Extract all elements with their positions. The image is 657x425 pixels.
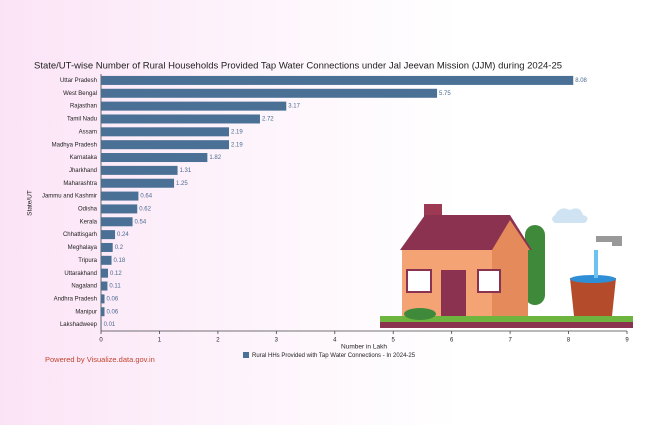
y-axis-label: State/UT (27, 190, 34, 216)
y-tick-label: Nagaland (71, 284, 97, 290)
x-tick-label: 5 (392, 338, 396, 344)
data-label: 0.24 (117, 232, 129, 238)
y-tick-label: Manipur (75, 309, 97, 315)
bar (101, 320, 102, 330)
data-label: 0.01 (104, 322, 116, 328)
bar (101, 178, 175, 188)
bar (101, 255, 112, 265)
x-tick-label: 0 (99, 338, 103, 344)
data-label: 0.62 (139, 207, 151, 213)
legend-swatch (243, 352, 249, 358)
x-tick-label: 7 (508, 338, 512, 344)
y-tick-label: Odisha (78, 207, 98, 213)
bar (101, 268, 109, 278)
y-tick-label: Rajasthan (70, 104, 97, 110)
legend-label: Rural HHs Provided with Tap Water Connec… (252, 353, 416, 359)
y-tick-label: Lakshadweep (60, 322, 98, 328)
data-label: 0.11 (109, 284, 121, 290)
y-tick-label: Meghalaya (68, 245, 98, 251)
bar (101, 242, 113, 252)
y-tick-label: Uttarakhand (64, 271, 97, 277)
x-axis-label: Number in Lakh (341, 344, 387, 351)
bar (101, 127, 229, 137)
y-tick-label: Jammu and Kashmir (42, 194, 97, 200)
y-tick-label: Karnataka (70, 155, 98, 161)
data-label: 0.54 (135, 219, 147, 225)
x-tick-label: 4 (333, 338, 337, 344)
y-tick-label: Kerala (80, 219, 98, 225)
bar (101, 191, 139, 201)
bar (101, 88, 438, 98)
data-label: 1.82 (209, 155, 221, 161)
x-tick-label: 6 (450, 338, 454, 344)
house-illustration (380, 204, 633, 328)
bar (101, 230, 116, 240)
x-tick-label: 9 (625, 338, 629, 344)
data-label: 0.12 (110, 271, 122, 277)
bar (101, 204, 138, 214)
y-tick-label: Chhattisgarh (63, 232, 97, 238)
chart-title: State/UT-wise Number of Rural Households… (34, 61, 562, 72)
y-tick-label: Madhya Pradesh (52, 142, 97, 148)
bar (101, 307, 105, 317)
data-label: 1.25 (176, 181, 188, 187)
y-tick-label: Jharkhand (69, 168, 97, 174)
y-tick-label: Maharashtra (63, 181, 97, 187)
bar (101, 217, 133, 227)
data-label: 1.31 (180, 168, 192, 174)
y-tick-label: West Bengal (63, 91, 97, 97)
bar (101, 75, 574, 85)
data-label: 2.19 (231, 129, 243, 135)
data-label: 3.17 (288, 104, 300, 110)
data-label: 2.72 (262, 117, 274, 123)
x-tick-label: 3 (275, 338, 279, 344)
bar (101, 140, 229, 150)
data-label: 0.06 (107, 309, 119, 315)
data-label: 0.18 (114, 258, 126, 264)
y-tick-label: Assam (79, 129, 97, 135)
x-tick-label: 8 (567, 338, 571, 344)
bar (101, 294, 105, 304)
data-label: 8.08 (575, 78, 587, 84)
bar (101, 153, 208, 163)
data-label: 0.64 (140, 194, 152, 200)
x-tick-label: 1 (158, 338, 162, 344)
bar (101, 165, 178, 175)
data-label: 5.75 (439, 91, 451, 97)
bar (101, 281, 108, 291)
y-tick-label: Andhra Pradesh (54, 296, 97, 302)
y-tick-label: Tamil Nadu (67, 117, 97, 123)
data-label: 0.2 (115, 245, 124, 251)
source: Powered by Visualize.data.gov.in (45, 355, 155, 364)
y-tick-label: Tripura (78, 258, 97, 264)
bar (101, 101, 287, 111)
x-tick-label: 2 (216, 338, 220, 344)
data-label: 0.06 (107, 296, 119, 302)
bar (101, 114, 260, 124)
data-label: 2.19 (231, 142, 243, 148)
y-tick-label: Uttar Pradesh (60, 78, 97, 84)
